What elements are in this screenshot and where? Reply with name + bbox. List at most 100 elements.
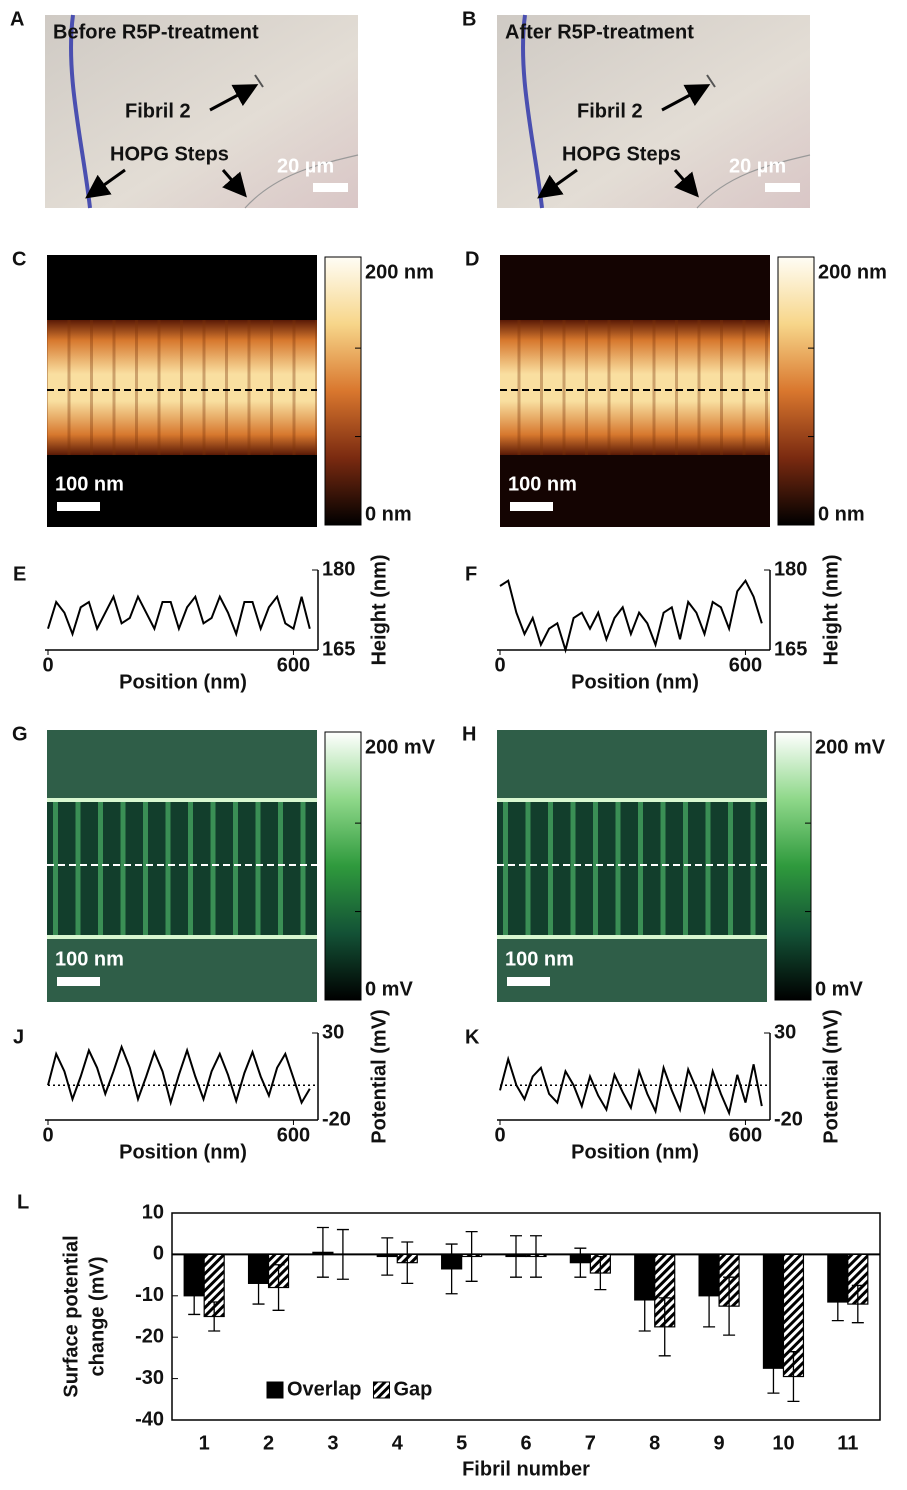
y-tick-label: -10	[135, 1284, 164, 1306]
x-tick-label: 2	[263, 1432, 274, 1454]
steps-label: HOPG Steps	[562, 143, 681, 165]
error-bar	[594, 1255, 607, 1291]
x-tick-label: 1	[199, 1432, 210, 1454]
colorbar-max: 200 mV	[815, 736, 886, 758]
panel-label: B	[462, 8, 476, 30]
arrow	[537, 168, 578, 199]
panel-label: J	[13, 1026, 24, 1048]
x-tick-label: 600	[729, 654, 762, 676]
error-bar	[381, 1237, 394, 1276]
scale-label: 100 nm	[55, 473, 124, 495]
error-bar	[188, 1276, 201, 1316]
y-tick-label: 30	[774, 1021, 796, 1043]
plot-frame	[171, 1212, 881, 1421]
error-bar	[445, 1243, 458, 1295]
scale-bar	[765, 183, 800, 192]
error-bar	[574, 1247, 587, 1278]
error-bar	[767, 1342, 780, 1394]
image-title: Before R5P-treatment	[53, 21, 259, 43]
panel-label: A	[10, 8, 24, 30]
x-tick-label: 4	[392, 1432, 404, 1454]
arrow	[673, 169, 699, 198]
error-bar	[465, 1230, 478, 1282]
x-tick-label: 8	[649, 1432, 660, 1454]
y-tick-label: -20	[774, 1108, 803, 1130]
fibril-bands	[47, 320, 317, 455]
scale-label: 100 nm	[505, 948, 574, 970]
scale-bar	[507, 977, 550, 986]
fibril-bands	[500, 320, 770, 455]
x-tick-label: 600	[729, 1124, 762, 1146]
y-axis-label: Surface potential	[60, 1235, 82, 1397]
step-edge	[244, 154, 359, 209]
error-bar	[530, 1235, 542, 1278]
y-tick-label: 30	[322, 1021, 344, 1043]
colorbar	[324, 731, 362, 1001]
fibril	[254, 74, 264, 88]
arrow	[661, 84, 711, 112]
colorbar-min: 0 mV	[365, 978, 413, 1000]
colorbar-max: 200 mV	[365, 736, 436, 758]
legend-label: Gap	[393, 1378, 432, 1400]
y-tick-label: -40	[135, 1408, 164, 1430]
error-bar	[831, 1282, 844, 1322]
scale-label: 100 nm	[55, 948, 124, 970]
error-bar	[316, 1226, 329, 1278]
error-bar	[723, 1276, 736, 1336]
panel-label: H	[462, 723, 476, 745]
panel-label: C	[12, 248, 26, 270]
legend-label: Overlap	[287, 1378, 361, 1400]
error-bar	[851, 1284, 864, 1324]
error-bar	[252, 1262, 265, 1305]
x-tick-label: 7	[585, 1432, 596, 1454]
scale-bar	[57, 502, 100, 511]
error-bar	[336, 1228, 349, 1280]
profile	[47, 594, 311, 638]
y-tick-label: 10	[142, 1201, 164, 1223]
arrow	[221, 169, 247, 198]
error-bar	[510, 1235, 522, 1278]
panel-label: L	[17, 1191, 29, 1213]
error-bar	[401, 1241, 414, 1285]
scale-label: 20 µm	[729, 155, 786, 177]
legend-swatch	[266, 1381, 284, 1399]
profile	[47, 1043, 311, 1107]
x-tick-label: 10	[772, 1432, 794, 1454]
x-axis-label: Position (nm)	[119, 1141, 247, 1163]
arrow	[85, 168, 126, 199]
colorbar-min: 0 nm	[365, 503, 412, 525]
x-axis-label: Position (nm)	[571, 1141, 699, 1163]
fibril-bands	[497, 800, 767, 937]
colorbar	[774, 731, 812, 1001]
y-tick-label: 180	[774, 558, 807, 580]
x-tick-label: 600	[277, 654, 310, 676]
scale-bar	[57, 977, 100, 986]
x-tick-label: 11	[837, 1432, 858, 1454]
y-tick-label: -20	[322, 1108, 351, 1130]
profile	[499, 1055, 763, 1117]
fibril	[706, 74, 716, 88]
panel-label: F	[465, 563, 477, 585]
x-tick-label: 0	[494, 654, 505, 676]
y-tick-label: 180	[322, 558, 355, 580]
x-tick-label: 600	[277, 1124, 310, 1146]
panel-label: E	[13, 563, 26, 585]
steps-label: HOPG Steps	[110, 143, 229, 165]
colorbar-max: 200 nm	[818, 261, 887, 283]
micrograph	[497, 15, 810, 208]
scale-label: 20 µm	[277, 155, 334, 177]
x-axis-label: Fibril number	[462, 1458, 590, 1480]
y-axis-label: Potential (mV)	[820, 1009, 842, 1143]
panel-label: D	[465, 248, 479, 270]
colorbar	[324, 256, 362, 526]
y-axis-label: Height (nm)	[368, 554, 390, 665]
x-tick-label: 9	[714, 1432, 725, 1454]
y-tick-label: 0	[153, 1243, 164, 1265]
colorbar	[777, 256, 815, 526]
scale-label: 100 nm	[508, 473, 577, 495]
error-bar	[703, 1264, 716, 1328]
y-axis-label: Potential (mV)	[368, 1009, 390, 1143]
x-tick-label: 0	[42, 1124, 53, 1146]
arrow	[209, 84, 259, 112]
